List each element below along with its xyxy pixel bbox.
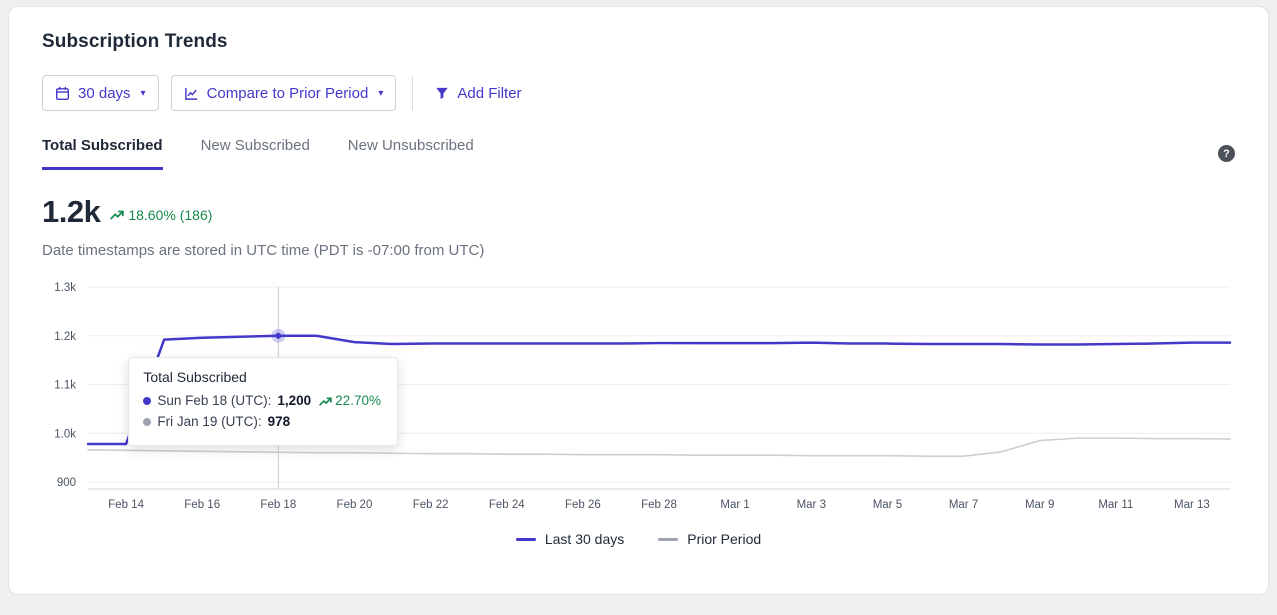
tab-total-subscribed[interactable]: Total Subscribed (42, 137, 163, 170)
metric-change: 18.60% (186) (110, 207, 212, 223)
page-title: Subscription Trends (42, 31, 228, 52)
chevron-down-icon: ▾ (378, 87, 384, 99)
metric-value: 1.2k (42, 194, 101, 229)
series-dot-current (143, 397, 152, 406)
metric-row: 1.2k 18.60% (186) (42, 194, 1235, 230)
svg-text:900: 900 (57, 477, 76, 489)
help-icon[interactable]: ? (1218, 145, 1235, 162)
tooltip-row-current: Sun Feb 18 (UTC): 1,200 22.70% (143, 391, 381, 412)
tooltip-current-change-text: 22.70% (335, 393, 381, 408)
svg-text:1.1k: 1.1k (54, 380, 76, 392)
date-range-dropdown[interactable]: 30 days ▾ (42, 75, 159, 111)
compare-dropdown[interactable]: Compare to Prior Period ▾ (170, 75, 397, 111)
tooltip-title: Total Subscribed (143, 369, 247, 385)
legend-swatch-prior (658, 537, 679, 541)
svg-text:Feb 24: Feb 24 (489, 499, 525, 511)
add-filter-button[interactable]: Add Filter (429, 75, 527, 111)
compare-chart-icon (184, 86, 199, 101)
svg-text:Mar 3: Mar 3 (797, 499, 826, 511)
svg-text:Feb 26: Feb 26 (565, 499, 601, 511)
add-filter-label: Add Filter (457, 84, 522, 102)
chart-tooltip: Total Subscribed Sun Feb 18 (UTC): 1,200… (128, 357, 398, 446)
tooltip-current-label: Sun Feb 18 (UTC): (157, 393, 272, 408)
toolbar-divider (412, 76, 414, 110)
chart-area: 1.3k 1.2k 1.1k 1.0k 900 Feb 14 Feb 16 Feb 18 Feb… (42, 277, 1235, 515)
svg-text:Feb 16: Feb 16 (184, 499, 220, 511)
legend-swatch-current (515, 537, 536, 541)
svg-text:Mar 1: Mar 1 (720, 499, 749, 511)
tooltip-row-prior: Fri Jan 19 (UTC): 978 (143, 412, 381, 433)
svg-text:Feb 28: Feb 28 (641, 499, 677, 511)
tab-new-unsubscribed[interactable]: New Unsubscribed (347, 137, 474, 154)
filter-funnel-icon (435, 86, 449, 100)
svg-text:Feb 20: Feb 20 (337, 499, 373, 511)
svg-text:Feb 14: Feb 14 (108, 499, 144, 511)
tooltip-prior-value: 978 (267, 413, 291, 429)
series-dot-prior (143, 418, 152, 427)
chevron-down-icon: ▾ (140, 87, 146, 99)
trend-up-icon (319, 395, 332, 408)
svg-text:Mar 9: Mar 9 (1025, 499, 1054, 511)
svg-text:1.3k: 1.3k (54, 282, 76, 294)
compare-label: Compare to Prior Period (206, 84, 369, 102)
legend-label-prior: Prior Period (687, 531, 762, 547)
svg-text:Mar 5: Mar 5 (873, 499, 902, 511)
svg-text:1.0k: 1.0k (54, 428, 76, 440)
tab-bar: Total Subscribed New Subscribed New Unsu… (42, 137, 1235, 170)
legend-item-prior: Prior Period (658, 531, 761, 547)
utc-note: Date timestamps are stored in UTC time (… (42, 242, 485, 259)
toolbar: 30 days ▾ Compare to Prior Period ▾ Add … (42, 75, 1235, 111)
legend-label-current: Last 30 days (544, 531, 625, 547)
svg-text:Feb 18: Feb 18 (260, 499, 296, 511)
metric-change-text: 18.60% (186) (128, 207, 213, 223)
subscription-trends-card: Subscription Trends 30 days ▾ Co (8, 6, 1269, 595)
svg-text:Feb 22: Feb 22 (413, 499, 449, 511)
tooltip-current-value: 1,200 (277, 393, 312, 408)
tooltip-current-change: 22.70% (319, 391, 381, 412)
legend-item-current: Last 30 days (515, 531, 625, 547)
chart-legend: Last 30 days Prior Period (42, 531, 1235, 547)
svg-text:Mar 13: Mar 13 (1174, 499, 1210, 511)
tooltip-prior-label: Fri Jan 19 (UTC): (157, 413, 262, 429)
trend-up-icon (110, 208, 125, 222)
svg-text:Mar 7: Mar 7 (949, 499, 978, 511)
svg-text:1.2k: 1.2k (54, 331, 76, 343)
svg-text:Mar 11: Mar 11 (1098, 499, 1133, 511)
date-range-label: 30 days (78, 84, 131, 102)
tab-new-subscribed[interactable]: New Subscribed (200, 137, 310, 154)
calendar-icon (55, 86, 70, 101)
